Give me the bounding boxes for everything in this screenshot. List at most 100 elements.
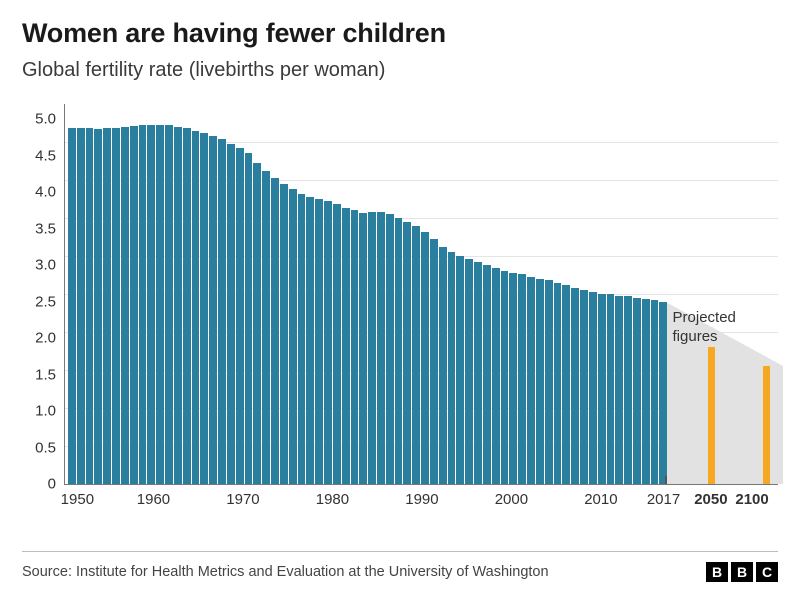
- bar: [562, 285, 570, 484]
- y-tick: 0.5: [35, 440, 56, 455]
- bar: [439, 247, 447, 484]
- bar: [359, 213, 367, 484]
- bar: [130, 126, 138, 484]
- bar: [236, 148, 244, 484]
- bar: [589, 292, 597, 484]
- bar: [147, 125, 155, 484]
- x-tick: 1950: [61, 491, 94, 508]
- bar: [386, 214, 394, 484]
- bar: [192, 131, 200, 484]
- bar: [306, 197, 314, 484]
- bar: [545, 280, 553, 484]
- bar: [280, 184, 288, 484]
- bar: [368, 212, 376, 484]
- bar: [245, 153, 253, 484]
- bar: [377, 212, 385, 484]
- bar: [651, 300, 659, 484]
- bar: [430, 239, 438, 484]
- bar: [298, 194, 306, 484]
- bar: [139, 125, 147, 484]
- bar: [501, 271, 509, 484]
- bar: [103, 128, 111, 484]
- bar: [456, 256, 464, 484]
- bar: [68, 128, 76, 484]
- y-tick: 1.5: [35, 367, 56, 382]
- bar: [253, 163, 261, 484]
- bar: [421, 232, 429, 484]
- y-tick: 2.0: [35, 331, 56, 346]
- bar: [395, 218, 403, 484]
- bar: [271, 178, 279, 484]
- y-tick: 5.0: [35, 112, 56, 127]
- bar: [403, 222, 411, 484]
- x-tick: 1990: [405, 491, 438, 508]
- bar: [598, 294, 606, 484]
- bar-series: [65, 104, 668, 484]
- bar: [209, 136, 217, 484]
- bar: [262, 171, 270, 484]
- bar: [483, 265, 491, 484]
- x-tick: 1970: [226, 491, 259, 508]
- bar: [165, 125, 173, 484]
- x-tick: 2010: [584, 491, 617, 508]
- bbc-logo: B B C: [706, 562, 778, 582]
- bar: [183, 128, 191, 484]
- bar: [580, 290, 588, 484]
- bar: [571, 288, 579, 484]
- bar: [412, 226, 420, 484]
- bar: [156, 125, 164, 484]
- y-tick: 3.5: [35, 221, 56, 236]
- y-tick: 2.5: [35, 294, 56, 309]
- y-tick: 1.0: [35, 404, 56, 419]
- projection-bar: [708, 347, 715, 484]
- plot-area: Projectedfigures: [64, 104, 778, 485]
- bar: [200, 133, 208, 484]
- bar: [174, 127, 182, 484]
- bar: [536, 279, 544, 484]
- bar: [289, 189, 297, 484]
- bar: [633, 298, 641, 484]
- bar: [324, 201, 332, 484]
- projection-bar: [763, 366, 770, 484]
- bbc-logo-b1: B: [706, 562, 728, 582]
- source-text: Source: Institute for Health Metrics and…: [22, 564, 549, 580]
- bar: [94, 129, 102, 484]
- y-axis: 5.04.54.03.53.02.52.01.51.00.50: [22, 104, 64, 484]
- bar: [554, 283, 562, 484]
- bar: [518, 274, 526, 484]
- projection-label: Projectedfigures: [673, 309, 736, 347]
- bar: [465, 259, 473, 484]
- bar: [112, 128, 120, 484]
- x-tick: 2000: [495, 491, 528, 508]
- y-tick: 3.0: [35, 258, 56, 273]
- bar: [333, 204, 341, 484]
- bar: [659, 302, 667, 484]
- y-tick: 4.5: [35, 148, 56, 163]
- bar: [342, 208, 350, 484]
- projection-divider: [665, 476, 667, 484]
- bar: [315, 199, 323, 484]
- x-tick: 2017: [647, 491, 680, 508]
- x-tick: 1980: [316, 491, 349, 508]
- x-tick: 2100: [735, 491, 768, 508]
- bar: [86, 128, 94, 484]
- bar: [474, 262, 482, 484]
- chart-wrap: 5.04.54.03.53.02.52.01.51.00.50 Projecte…: [22, 104, 778, 485]
- bar: [351, 210, 359, 484]
- chart-subtitle: Global fertility rate (livebirths per wo…: [22, 59, 778, 82]
- bar: [642, 299, 650, 484]
- bar: [121, 127, 129, 484]
- bbc-logo-c: C: [756, 562, 778, 582]
- bar: [509, 273, 517, 484]
- y-tick: 4.0: [35, 185, 56, 200]
- bar: [615, 296, 623, 484]
- chart-footer: Source: Institute for Health Metrics and…: [22, 551, 778, 582]
- bar: [492, 268, 500, 484]
- x-tick: 2050: [694, 491, 727, 508]
- bar: [227, 144, 235, 484]
- y-tick: 0: [48, 477, 56, 492]
- x-tick: 1960: [137, 491, 170, 508]
- bar: [607, 294, 615, 484]
- bar: [218, 139, 226, 484]
- bar: [527, 277, 535, 484]
